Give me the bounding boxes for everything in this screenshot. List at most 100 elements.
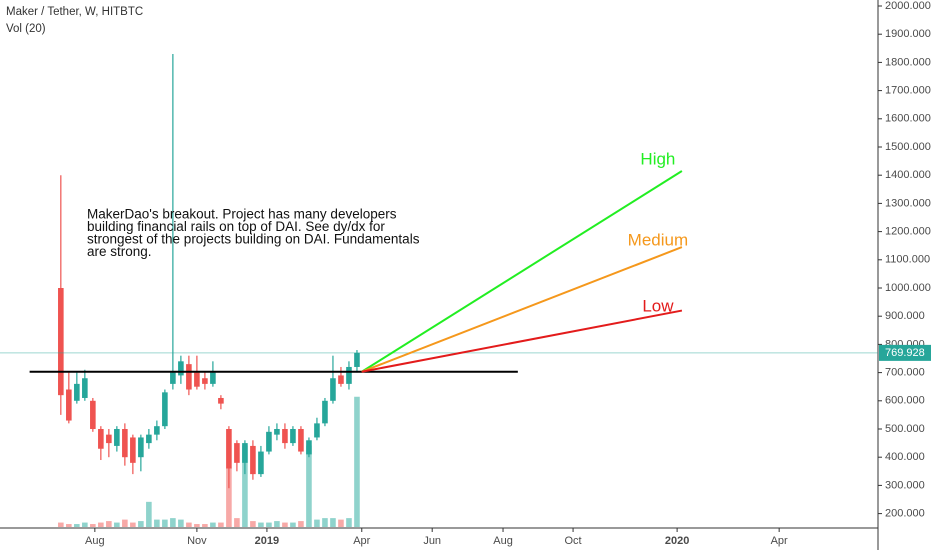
x-tick-label: 2019 bbox=[255, 535, 279, 547]
candle-body bbox=[74, 383, 80, 401]
y-tick-label: 200.000 bbox=[885, 508, 925, 520]
candle-body bbox=[162, 392, 168, 427]
x-tick-label: Apr bbox=[771, 535, 788, 547]
annotation: are strong. bbox=[87, 244, 152, 259]
candle-body bbox=[338, 375, 344, 384]
candle-body bbox=[138, 437, 144, 458]
volume-bar bbox=[306, 445, 312, 527]
volume-bar bbox=[66, 524, 72, 527]
volume-bar bbox=[330, 518, 336, 527]
volume-bar bbox=[178, 519, 184, 527]
volume-bar bbox=[218, 522, 224, 527]
volume-bar bbox=[338, 519, 344, 527]
candle-body bbox=[146, 434, 152, 444]
volume-bar bbox=[90, 524, 96, 527]
candle-body bbox=[106, 434, 112, 444]
x-tick-label: Oct bbox=[564, 535, 581, 547]
x-tick-label: Aug bbox=[85, 535, 105, 547]
candle-body bbox=[322, 400, 328, 424]
candle-body bbox=[130, 437, 136, 463]
annotation: MakerDao's breakout. Project has many de… bbox=[87, 207, 397, 222]
volume-bar bbox=[130, 522, 136, 527]
x-tick-label: 2020 bbox=[665, 535, 689, 547]
y-tick-label: 1100.000 bbox=[885, 254, 930, 266]
y-tick-label: 1600.000 bbox=[885, 113, 931, 125]
y-tick-label: 900.000 bbox=[885, 310, 925, 322]
candle-body bbox=[90, 400, 96, 429]
volume-label: Vol (20) bbox=[6, 23, 46, 35]
volume-bar bbox=[210, 522, 216, 527]
volume-bar bbox=[250, 521, 256, 527]
candle-body bbox=[202, 378, 208, 384]
candle-body bbox=[58, 288, 64, 396]
volume-bar bbox=[106, 521, 112, 527]
candle-body bbox=[290, 429, 296, 444]
x-tick-label: Jun bbox=[423, 535, 441, 547]
volume-bar bbox=[58, 522, 64, 527]
y-tick-label: 300.000 bbox=[885, 479, 925, 491]
volume-bar bbox=[290, 522, 296, 527]
y-tick-label: 1900.000 bbox=[885, 28, 931, 40]
y-tick-label: 1300.000 bbox=[885, 197, 931, 209]
volume-bar bbox=[146, 501, 152, 527]
volume-bar bbox=[122, 519, 128, 527]
y-tick-label: 1500.000 bbox=[885, 141, 931, 153]
x-tick-label: Nov bbox=[187, 535, 207, 547]
y-tick-label: 1000.000 bbox=[885, 282, 931, 294]
candle-body bbox=[226, 429, 232, 469]
last-price-box bbox=[879, 344, 931, 361]
candle-body bbox=[194, 372, 200, 387]
candle-body bbox=[170, 372, 176, 384]
candle-body bbox=[234, 443, 240, 463]
candle-body bbox=[282, 429, 288, 444]
volume-bar bbox=[154, 519, 160, 527]
projection-line bbox=[361, 170, 683, 373]
candle-body bbox=[258, 451, 264, 475]
volume-bar bbox=[314, 519, 320, 527]
volume-bar bbox=[274, 521, 280, 527]
projection-line bbox=[361, 309, 683, 373]
y-tick-label: 600.000 bbox=[885, 395, 925, 407]
y-tick-label: 700.000 bbox=[885, 367, 925, 379]
candle-body bbox=[218, 397, 224, 404]
volume-bar bbox=[170, 518, 176, 527]
volume-bar bbox=[74, 524, 80, 527]
candle-body bbox=[330, 378, 336, 401]
annotation: building financial rails on top of DAI. … bbox=[87, 219, 385, 234]
candle-body bbox=[306, 440, 312, 455]
x-tick-label: Apr bbox=[353, 535, 370, 547]
volume-bar bbox=[98, 522, 104, 527]
candle-body bbox=[250, 445, 256, 475]
candle-body bbox=[114, 429, 120, 446]
candle-body bbox=[346, 366, 352, 384]
candle-body bbox=[66, 389, 72, 421]
volume-bar bbox=[194, 524, 200, 527]
y-tick-label: 500.000 bbox=[885, 423, 925, 435]
volume-bar bbox=[266, 522, 272, 527]
volume-bar bbox=[346, 518, 352, 527]
candle-body bbox=[154, 426, 160, 435]
y-tick-label: 400.000 bbox=[885, 451, 925, 463]
volume-bar bbox=[234, 518, 240, 527]
y-tick-label: 1700.000 bbox=[885, 85, 931, 97]
volume-bar bbox=[186, 522, 192, 527]
volume-bar bbox=[138, 521, 144, 527]
candle-body bbox=[210, 372, 216, 384]
chart-title: Maker / Tether, W, HITBTC bbox=[6, 6, 143, 18]
volume-bar bbox=[114, 522, 120, 527]
projection-line bbox=[361, 246, 683, 373]
volume-bar bbox=[298, 521, 304, 527]
candle-body bbox=[98, 429, 104, 449]
y-tick-label: 1200.000 bbox=[885, 226, 931, 238]
volume-bar bbox=[202, 524, 208, 527]
volume-bar bbox=[162, 519, 168, 527]
candle-body bbox=[186, 364, 192, 390]
projection-label: Low bbox=[642, 296, 674, 315]
y-tick-label: 2000.000 bbox=[885, 0, 931, 12]
candle-body bbox=[242, 443, 248, 463]
volume-bar bbox=[282, 522, 288, 527]
projection-label: High bbox=[640, 149, 675, 168]
y-tick-label: 1400.000 bbox=[885, 169, 931, 181]
candle-body bbox=[122, 429, 128, 458]
